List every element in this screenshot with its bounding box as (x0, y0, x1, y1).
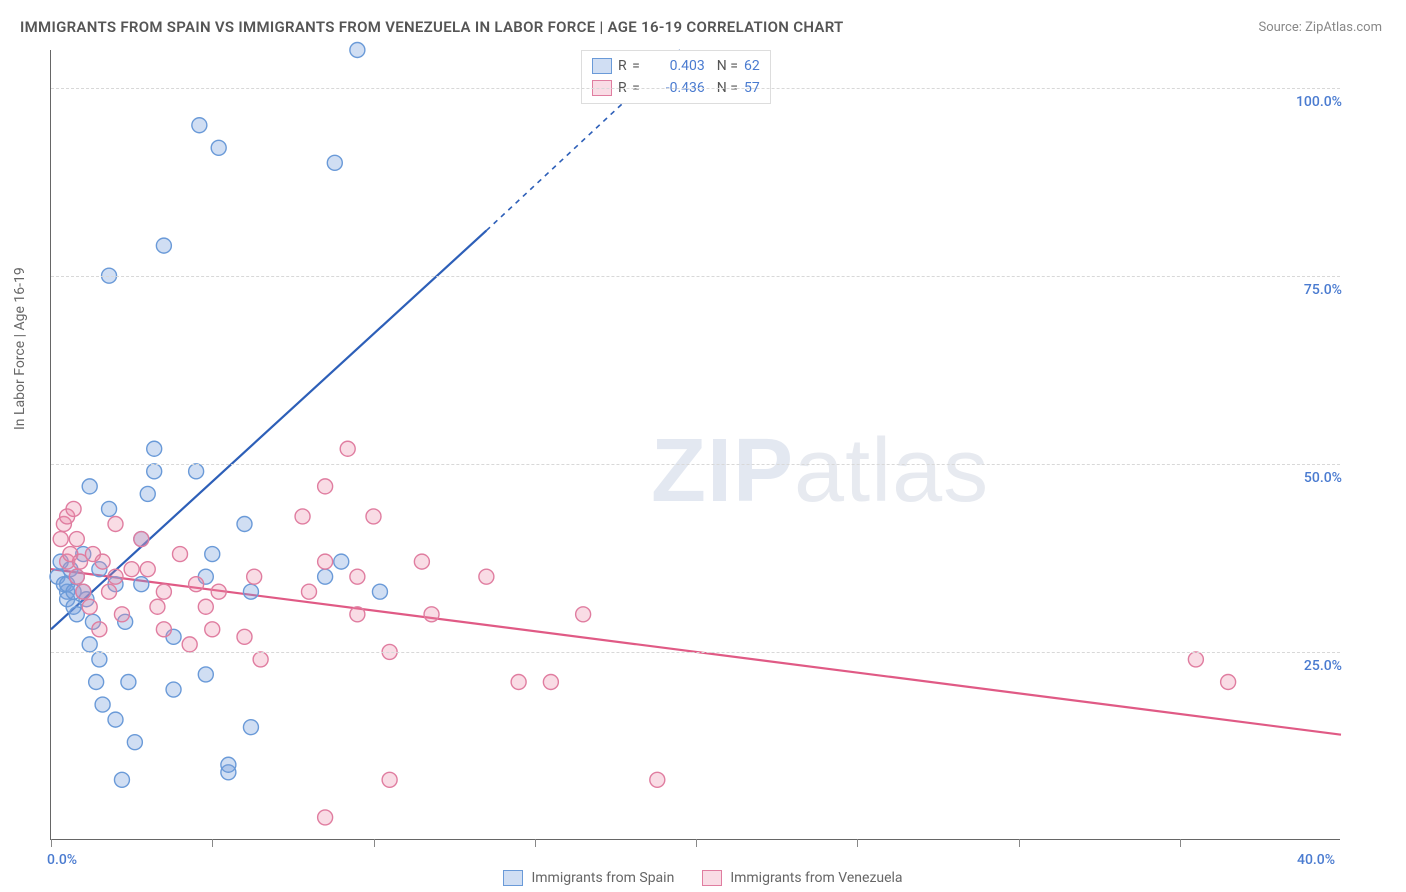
gridline (51, 88, 1340, 89)
x-tick (1019, 839, 1020, 847)
legend-swatch (592, 58, 612, 74)
x-tick-label: 40.0% (1297, 852, 1335, 868)
legend-swatch (503, 870, 523, 886)
source-label: Source: ZipAtlas.com (1258, 20, 1382, 35)
x-tick (374, 839, 375, 847)
gridline (51, 276, 1340, 277)
x-tick (212, 839, 213, 847)
chart-title: IMMIGRANTS FROM SPAIN VS IMMIGRANTS FROM… (20, 18, 844, 36)
series-legend: Immigrants from Spain Immigrants from Ven… (0, 870, 1406, 886)
x-tick-label: 0.0% (47, 852, 77, 868)
r-value: 0.403 (647, 58, 705, 74)
r-label: R = (618, 58, 641, 74)
y-tick-label: 50.0% (1304, 470, 1342, 486)
legend-swatch (702, 870, 722, 886)
legend-row: R = 0.403 N = 62 (592, 55, 760, 77)
plot-area: R = 0.403 N = 62 R = -0.436 N = 57 ZIPat… (50, 50, 1340, 840)
x-tick (696, 839, 697, 847)
x-tick (51, 839, 52, 847)
x-tick (535, 839, 536, 847)
legend-label: Immigrants from Venezuela (730, 870, 902, 886)
y-axis-label: In Labor Force | Age 16-19 (12, 267, 28, 430)
y-tick-label: 75.0% (1304, 282, 1342, 298)
y-tick-label: 100.0% (1296, 94, 1342, 110)
n-label: N = (717, 58, 738, 74)
x-tick (1180, 839, 1181, 847)
gridline (51, 652, 1340, 653)
gridline (51, 464, 1340, 465)
y-tick-label: 25.0% (1304, 658, 1342, 674)
correlation-legend: R = 0.403 N = 62 R = -0.436 N = 57 (581, 50, 771, 104)
scatter-svg (51, 50, 1340, 839)
legend-item: Immigrants from Spain (503, 870, 674, 886)
legend-item: Immigrants from Venezuela (702, 870, 902, 886)
legend-label: Immigrants from Spain (531, 870, 674, 886)
x-tick (857, 839, 858, 847)
n-value: 62 (744, 58, 760, 74)
